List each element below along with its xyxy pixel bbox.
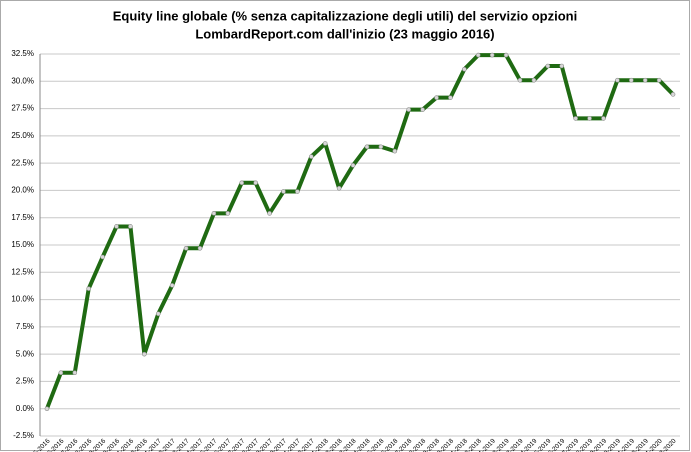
point bbox=[336, 185, 342, 191]
point bbox=[503, 52, 509, 58]
series-line bbox=[45, 53, 675, 410]
point bbox=[545, 63, 551, 69]
point bbox=[629, 77, 634, 83]
point bbox=[364, 144, 370, 150]
y-tick-label: 10.0% bbox=[11, 295, 34, 304]
point bbox=[587, 116, 592, 121]
point bbox=[573, 116, 578, 121]
point bbox=[434, 95, 439, 100]
point bbox=[462, 66, 467, 72]
point bbox=[448, 95, 453, 100]
point bbox=[475, 52, 481, 58]
point bbox=[295, 189, 300, 194]
point bbox=[392, 148, 398, 154]
point bbox=[309, 154, 314, 159]
chart-title: Equity line globale (% senza capitalizza… bbox=[113, 8, 577, 23]
y-tick-label: 30.0% bbox=[11, 76, 34, 85]
point bbox=[531, 77, 537, 83]
point bbox=[197, 245, 203, 251]
y-tick-label: 25.0% bbox=[11, 131, 34, 140]
y-tick-label: 20.0% bbox=[11, 186, 34, 195]
point bbox=[211, 211, 217, 216]
point bbox=[350, 163, 356, 168]
point bbox=[267, 211, 272, 216]
chart-subtitle: LombardReport.com dall'inizio (23 maggio… bbox=[195, 26, 494, 41]
point bbox=[72, 370, 78, 375]
point bbox=[100, 254, 105, 260]
y-tick-label: 27.5% bbox=[11, 104, 34, 113]
point bbox=[253, 180, 258, 186]
point bbox=[142, 351, 147, 357]
point bbox=[406, 107, 411, 112]
point bbox=[44, 406, 50, 412]
y-tick-label: 12.5% bbox=[11, 267, 34, 276]
point bbox=[128, 224, 133, 229]
point bbox=[420, 107, 425, 112]
y-tick-label: 7.5% bbox=[16, 322, 34, 331]
y-tick-label: 22.5% bbox=[11, 158, 34, 167]
point bbox=[169, 283, 175, 288]
point bbox=[378, 144, 384, 150]
point bbox=[601, 116, 606, 121]
point bbox=[517, 77, 523, 83]
y-tick-label: 17.5% bbox=[11, 213, 34, 222]
point bbox=[322, 141, 328, 146]
point bbox=[670, 92, 676, 97]
point bbox=[183, 245, 189, 251]
point bbox=[489, 52, 495, 58]
point bbox=[656, 77, 662, 83]
y-tick-label: 2.5% bbox=[16, 377, 34, 386]
y-tick-label: 0.0% bbox=[16, 404, 34, 413]
point bbox=[281, 189, 286, 194]
point bbox=[642, 77, 648, 83]
point bbox=[615, 77, 620, 83]
y-tick-label: 5.0% bbox=[16, 349, 34, 358]
y-tick-label: 15.0% bbox=[11, 240, 34, 249]
point bbox=[559, 63, 565, 69]
point bbox=[239, 180, 245, 186]
y-tick-label: -2.5% bbox=[13, 431, 34, 440]
y-tick-label: 32.5% bbox=[11, 49, 34, 58]
point bbox=[58, 370, 64, 375]
point bbox=[86, 286, 91, 291]
point bbox=[225, 211, 231, 216]
point bbox=[114, 224, 119, 229]
point bbox=[155, 311, 161, 317]
